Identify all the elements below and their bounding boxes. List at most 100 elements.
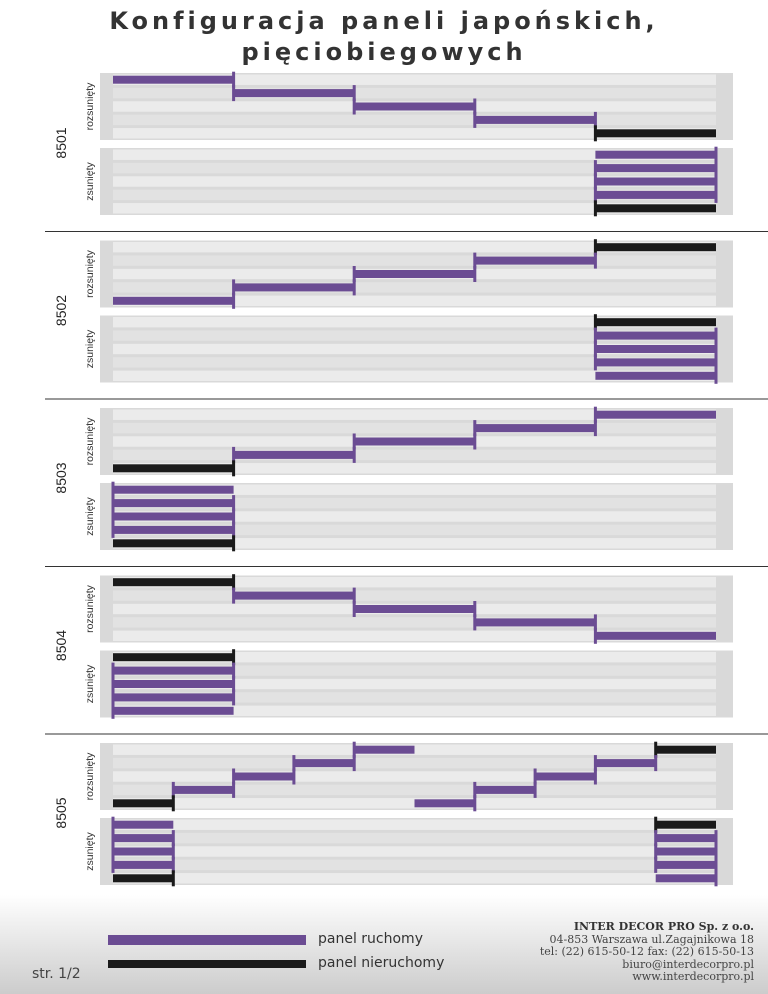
panel-stopper — [473, 252, 477, 269]
company-website: www.interdecorpro.pl — [632, 970, 754, 984]
fixed-panel — [113, 464, 234, 473]
state-label-open: rozsunięty — [84, 752, 96, 801]
panel-stopper — [593, 173, 597, 190]
track — [113, 524, 716, 536]
movable-panel — [113, 820, 174, 829]
movable-panel — [113, 847, 174, 856]
config-code-label: 8503 — [53, 462, 69, 493]
movable-panel — [233, 450, 355, 459]
track — [113, 484, 716, 495]
track — [113, 255, 716, 266]
panel-stopper — [473, 795, 477, 812]
panel-stopper — [111, 676, 115, 692]
state-label-closed: zsunięty — [84, 664, 96, 703]
panel-stopper — [292, 755, 296, 772]
track — [113, 422, 716, 434]
legend-swatch-movable — [108, 935, 306, 945]
panel-stopper — [714, 160, 718, 177]
panel-stopper — [171, 830, 175, 847]
config-code-label: 8504 — [53, 630, 69, 661]
state-label-closed: zsunięty — [84, 161, 96, 200]
state-label-closed: zsunięty — [84, 496, 96, 535]
track — [113, 538, 716, 549]
panel-stopper — [232, 649, 236, 666]
panel-stopper — [473, 98, 477, 115]
movable-panel — [595, 759, 656, 768]
panel-stopper — [714, 830, 718, 847]
panel-stopper — [593, 111, 597, 128]
panel-stopper — [111, 843, 115, 860]
movable-panel — [113, 485, 234, 494]
panel-stopper — [171, 843, 175, 860]
panel-stopper — [714, 367, 718, 384]
panel-stopper — [111, 481, 115, 498]
movable-panel — [535, 772, 596, 781]
movable-panel — [595, 177, 716, 186]
panel-stopper — [593, 768, 597, 785]
movable-panel — [113, 666, 234, 675]
title-line-1: Konfiguracja paneli japońskich, — [109, 7, 659, 35]
panel-stopper — [171, 870, 175, 887]
panel-stopper — [232, 676, 236, 692]
movable-panel — [354, 745, 415, 754]
movable-panel — [233, 283, 355, 292]
track — [113, 242, 716, 253]
panel-stopper — [352, 266, 356, 282]
panel-stopper — [714, 186, 718, 203]
panel-stopper — [111, 689, 115, 706]
panel-stopper — [232, 587, 236, 604]
track — [113, 577, 716, 588]
movable-panel — [113, 680, 234, 688]
panel-stopper — [714, 354, 718, 371]
legend-label-fixed: panel nieruchomy — [318, 955, 445, 971]
panel-stopper — [111, 702, 115, 719]
fixed-panel — [595, 129, 716, 138]
legend-label-movable: panel ruchomy — [318, 931, 423, 947]
track — [113, 282, 716, 293]
state-label-open: rozsunięty — [84, 417, 96, 466]
panel-stopper — [593, 354, 597, 371]
config-code-label: 8502 — [53, 295, 69, 326]
movable-panel — [595, 631, 716, 640]
fixed-panel — [655, 745, 716, 754]
panel-stopper — [171, 781, 175, 798]
track — [113, 149, 716, 160]
panel-stopper — [171, 795, 175, 812]
track — [113, 771, 716, 782]
panel-stopper — [593, 406, 597, 423]
movable-panel — [595, 358, 716, 367]
track — [113, 617, 716, 628]
movable-panel — [233, 89, 355, 98]
state-label-open: rozsunięty — [84, 82, 96, 131]
track — [113, 128, 716, 139]
track — [113, 511, 716, 522]
state-label-closed: zsunięty — [84, 831, 96, 870]
track — [113, 176, 716, 187]
movable-panel — [293, 759, 355, 768]
track — [113, 343, 716, 355]
panel-stopper — [111, 662, 115, 679]
track — [113, 692, 716, 703]
panel-stopper — [232, 689, 236, 706]
movable-panel — [655, 834, 716, 843]
movable-panel — [595, 150, 716, 159]
track — [113, 705, 716, 716]
panel-stopper — [473, 614, 477, 631]
track — [113, 87, 716, 99]
fixed-panel — [655, 820, 716, 829]
panel-stopper — [232, 508, 236, 525]
panel-stopper — [473, 601, 477, 617]
movable-panel — [113, 499, 234, 508]
panel-stopper — [352, 446, 356, 463]
panel-stopper — [171, 856, 175, 873]
panel-stopper — [352, 601, 356, 617]
panel-stopper — [714, 146, 718, 163]
movable-panel — [655, 860, 716, 869]
panel-stopper — [352, 755, 356, 772]
movable-panel — [595, 331, 716, 340]
track — [113, 665, 716, 676]
movable-panel — [474, 785, 536, 794]
panel-stopper — [654, 856, 658, 873]
panel-stopper — [654, 816, 658, 833]
